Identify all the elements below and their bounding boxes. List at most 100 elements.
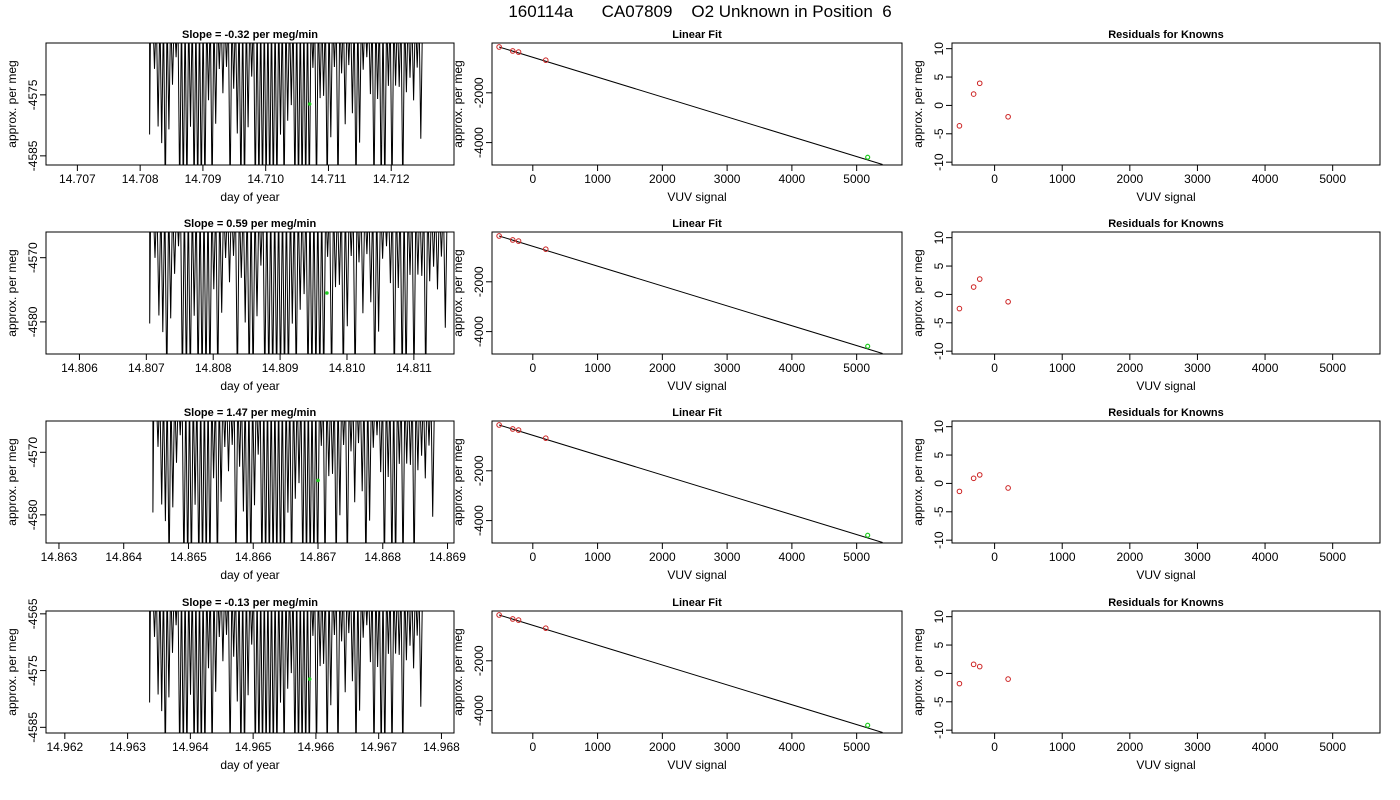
y-tick-label: -4585 [26, 712, 40, 743]
panel-title: Slope = -0.32 per meg/min [182, 29, 318, 41]
panel-title: Residuals for Knowns [1108, 407, 1224, 419]
known-point [496, 233, 502, 239]
y-axis-label: approx. per meg [451, 60, 465, 147]
y-axis-label: approx. per meg [5, 438, 19, 525]
x-tick-label: 0 [991, 550, 998, 564]
x-tick-label: 4000 [779, 361, 806, 375]
unknown-mean-marker [307, 102, 312, 106]
x-axis-label: VUV signal [1136, 379, 1195, 393]
panel-row2-fit: Linear Fit 0 1000 2000 3000 4000 5000 -2000 -400… [451, 218, 903, 393]
panel-title: Linear Fit [672, 407, 722, 419]
x-axis-label: day of year [220, 190, 279, 204]
y-axis-label: approx. per meg [911, 438, 925, 525]
x-tick-label: 14.806 [61, 361, 98, 375]
x-axis-label: VUV signal [667, 758, 726, 772]
data-area [956, 661, 1011, 687]
y-axis-label: approx. per meg [5, 249, 19, 336]
fit-line [498, 46, 883, 165]
plot-frame [951, 231, 1381, 355]
x-tick-label: 4000 [779, 172, 806, 186]
panel-title: Linear Fit [672, 597, 722, 609]
plot-frame [491, 42, 903, 166]
known-point [542, 435, 549, 441]
x-tick-label: 14.807 [128, 361, 165, 375]
y-axis-label: approx. per meg [451, 628, 465, 715]
x-tick-label: 2000 [1116, 172, 1143, 186]
plot-frame [951, 42, 1381, 166]
x-tick-label: 4000 [779, 550, 806, 564]
x-tick-label: 3000 [714, 550, 741, 564]
unknown-mean-marker [307, 677, 312, 681]
x-tick-label: 14.964 [172, 740, 209, 754]
known-point [1005, 676, 1011, 682]
known-point [976, 663, 983, 670]
known-point [976, 276, 983, 282]
x-tick-label: 4000 [1252, 361, 1279, 375]
x-tick-label: 14.810 [329, 361, 366, 375]
x-axis-label: VUV signal [1136, 190, 1195, 204]
x-tick-label: 5000 [1319, 361, 1346, 375]
figure-title: 160114a CA07809 O2 Unknown in Position 6 [508, 2, 892, 21]
panel-title: Residuals for Knowns [1108, 218, 1224, 230]
unknown-mean-marker [325, 291, 329, 295]
y-tick-label: -2000 [472, 645, 486, 676]
panel-row1-trace: Slope = -0.32 per meg/min 14.707 14.708 14.… [5, 29, 455, 204]
y-tick-label: -2000 [472, 266, 486, 297]
y-tick-label: 0 [932, 102, 946, 109]
panel-title: Linear Fit [672, 29, 722, 41]
unknown-point [865, 722, 871, 728]
y-tick-label: 10 [932, 610, 946, 624]
panel-row4-resid: Residuals for Knowns 0 1000 2000 3000 4000 500… [911, 597, 1381, 772]
y-axis-label: approx. per meg [5, 60, 19, 147]
y-tick-label: -4565 [26, 598, 40, 629]
x-tick-label: 0 [529, 172, 536, 186]
x-tick-label: 14.866 [235, 550, 272, 564]
x-tick-label: 14.711 [311, 172, 347, 186]
y-tick-label: -10 [932, 153, 946, 171]
x-tick-label: 14.808 [195, 361, 232, 375]
known-point [515, 238, 522, 244]
known-point [509, 237, 516, 243]
x-axis-label: VUV signal [667, 568, 726, 582]
x-tick-label: 14.867 [300, 550, 337, 564]
fit-line [498, 235, 883, 354]
trace-series [152, 421, 435, 543]
x-tick-label: 14.865 [170, 550, 207, 564]
panel-row4-trace: Slope = -0.13 per meg/min 14.962 14.963 14.… [5, 597, 460, 772]
x-tick-label: 4000 [1252, 740, 1279, 754]
y-axis-label: approx. per meg [911, 628, 925, 715]
x-tick-label: 0 [529, 740, 536, 754]
known-point [542, 246, 549, 252]
x-tick-label: 3000 [714, 740, 741, 754]
x-tick-label: 5000 [1319, 740, 1346, 754]
x-tick-label: 1000 [584, 172, 611, 186]
data-area [149, 232, 448, 354]
x-tick-label: 2000 [1116, 740, 1143, 754]
x-tick-label: 14.967 [360, 740, 397, 754]
known-point [970, 284, 977, 290]
y-tick-label: 0 [932, 291, 946, 298]
fit-line [498, 614, 883, 733]
y-tick-label: -4570 [26, 437, 40, 468]
known-point [976, 80, 983, 87]
data-area [496, 422, 883, 543]
x-axis-label: VUV signal [667, 190, 726, 204]
panel-row2-resid: Residuals for Knowns 0 1000 2000 3000 4000 500… [911, 218, 1381, 393]
y-tick-label: -5 [932, 128, 946, 139]
y-tick-label: -4585 [26, 140, 40, 171]
x-tick-label: 5000 [1319, 550, 1346, 564]
unknown-point [865, 154, 871, 160]
data-area [496, 612, 883, 733]
data-area [149, 611, 423, 733]
y-tick-label: 5 [932, 641, 946, 648]
known-point [956, 488, 963, 495]
x-tick-label: 3000 [1184, 740, 1211, 754]
known-point [515, 49, 522, 55]
x-tick-label: 0 [529, 361, 536, 375]
plot-frame [45, 610, 455, 734]
panel-title: Slope = -0.13 per meg/min [182, 597, 318, 609]
known-point [515, 617, 522, 623]
y-tick-label: -4575 [26, 79, 40, 110]
x-tick-label: 4000 [1252, 172, 1279, 186]
